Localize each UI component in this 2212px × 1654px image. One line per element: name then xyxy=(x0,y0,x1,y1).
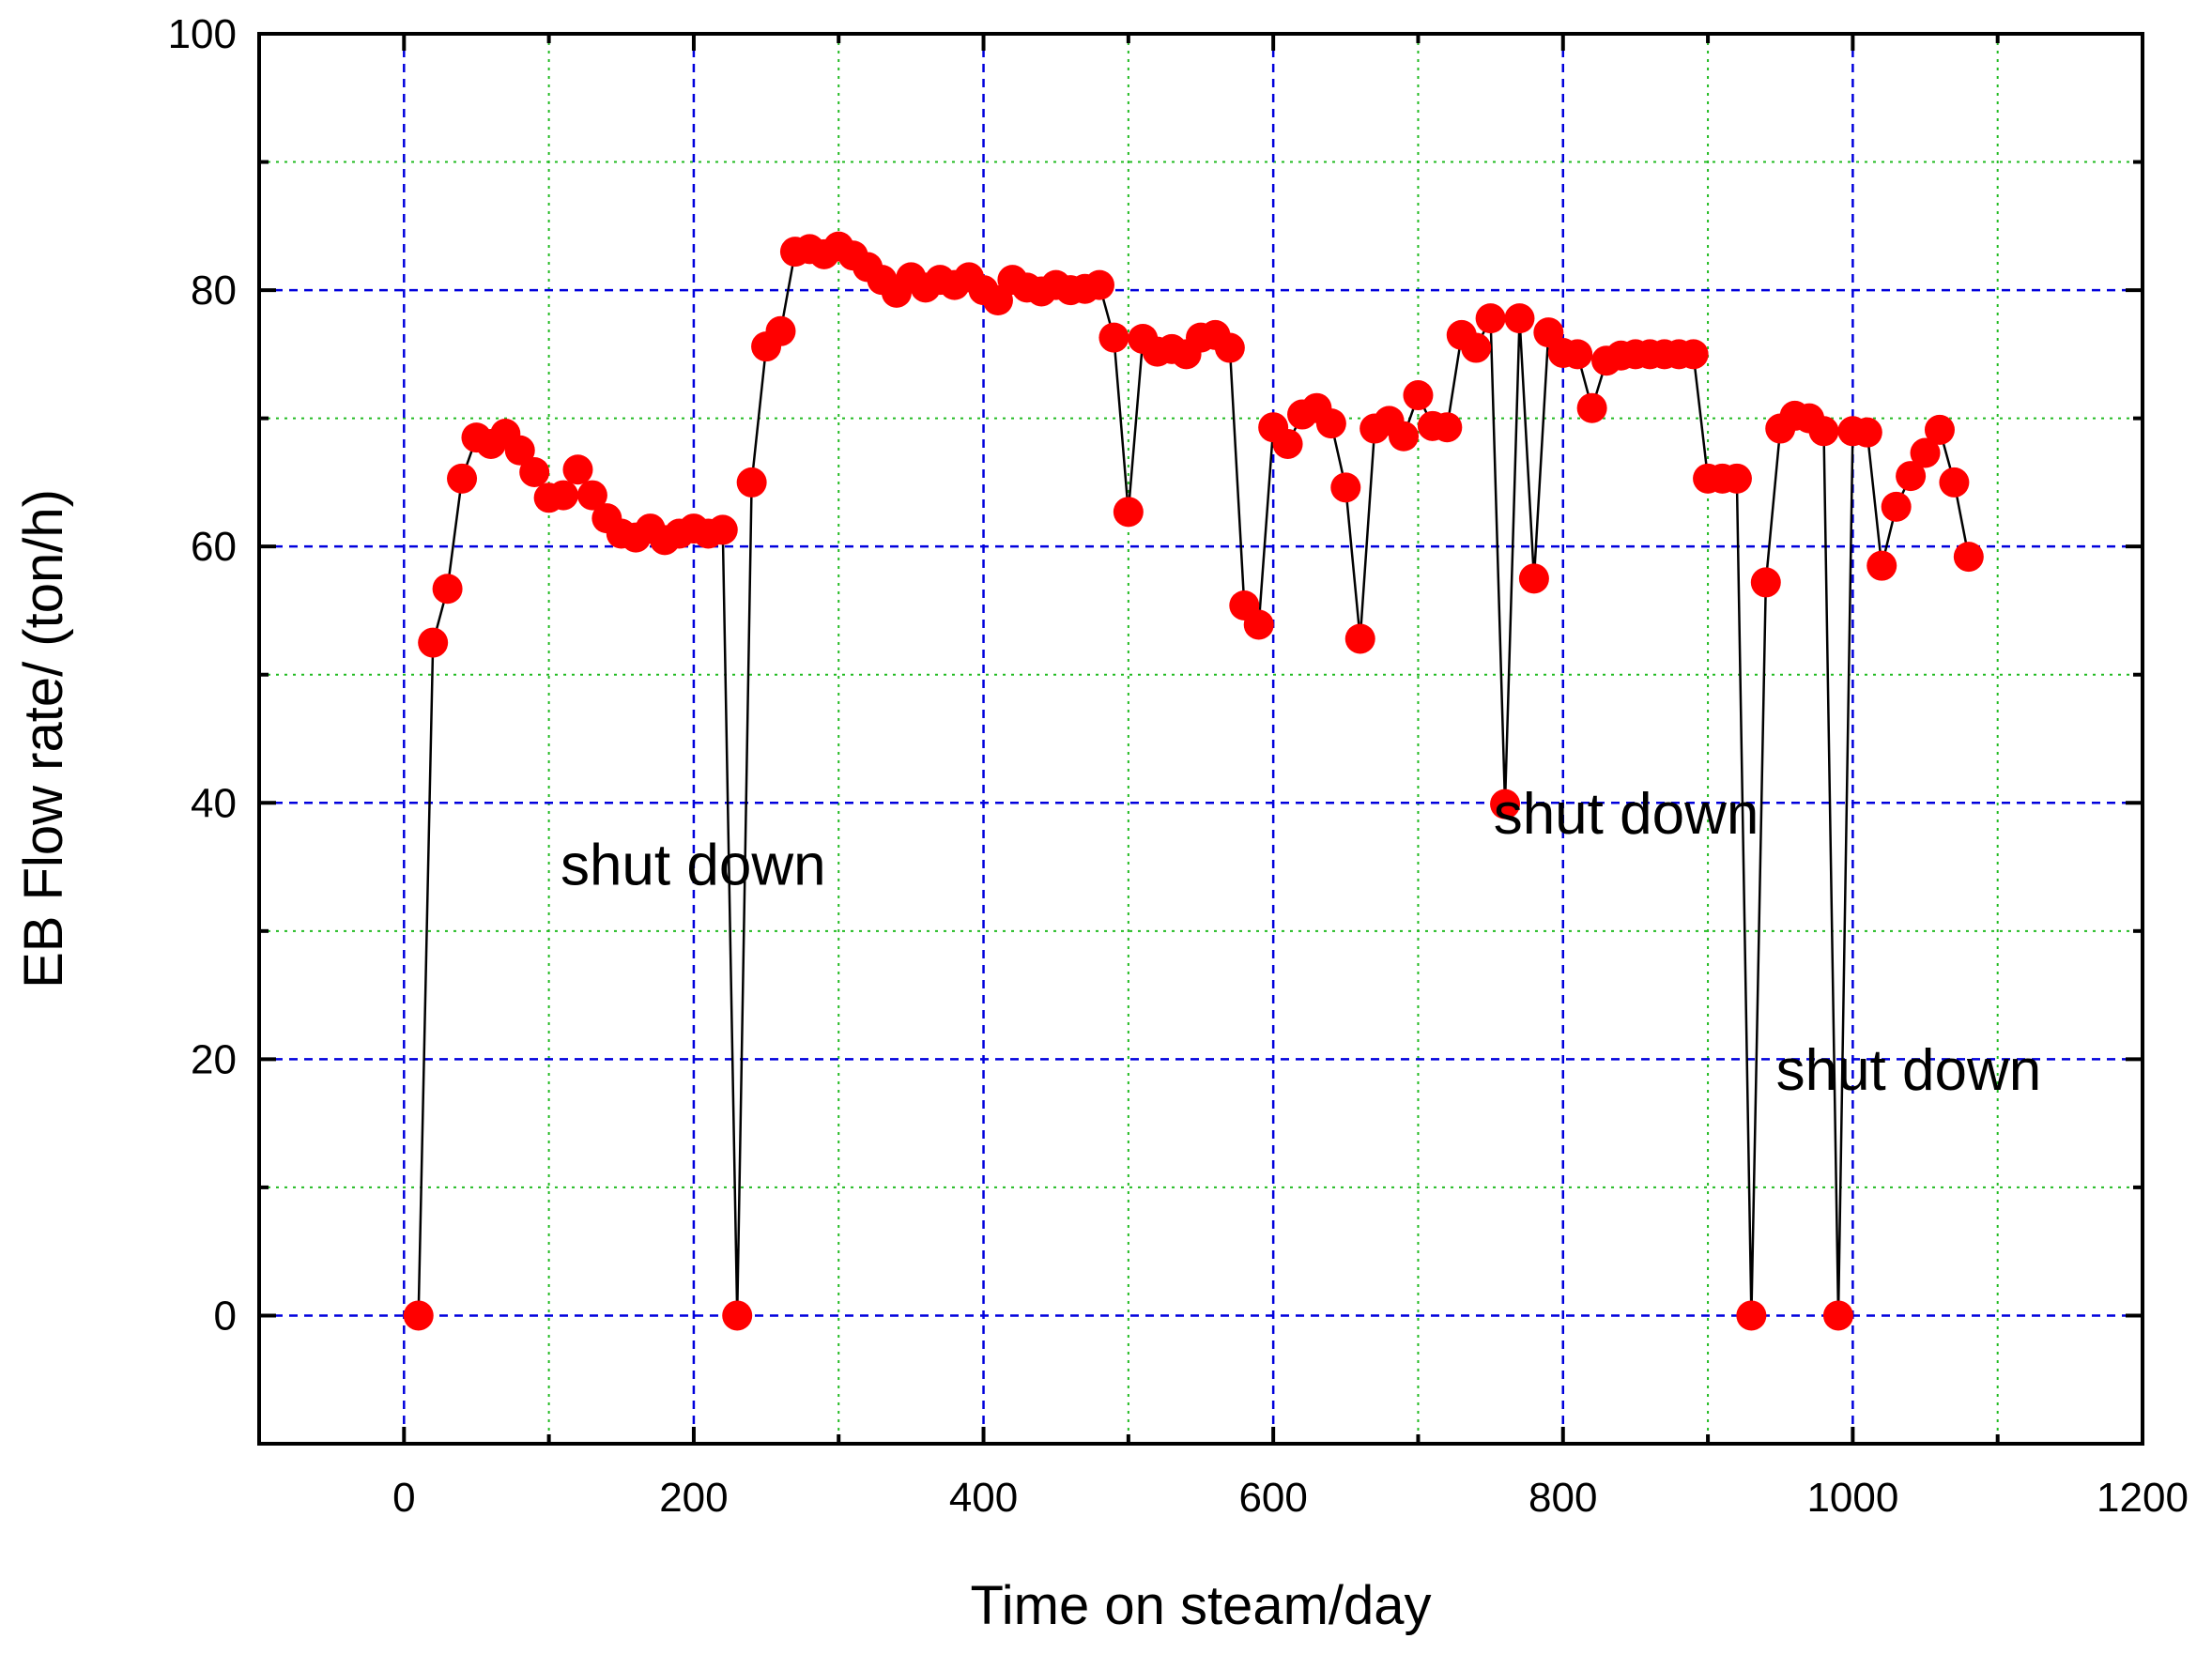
data-point xyxy=(1389,421,1420,452)
data-point xyxy=(1475,303,1506,334)
y-axis-title: EB Flow rate/ (ton/h) xyxy=(13,489,74,988)
data-point xyxy=(1721,463,1752,494)
plot-frame xyxy=(257,32,2144,1446)
data-point xyxy=(1083,269,1114,300)
major-grid xyxy=(259,34,2143,1444)
data-point xyxy=(1924,414,1955,445)
data-point xyxy=(1736,1300,1767,1331)
y-tick-label: 100 xyxy=(168,11,237,57)
annotation-shut-down: shut down xyxy=(561,834,826,898)
data-point xyxy=(1330,472,1361,503)
y-tick-label: 20 xyxy=(191,1036,237,1082)
x-tick-label: 0 xyxy=(392,1475,415,1521)
data-point xyxy=(722,1300,753,1331)
x-tick-label: 1000 xyxy=(1806,1475,1898,1521)
data-point xyxy=(1432,412,1463,443)
x-tick-labels: 0 200 400 600 800 1000 1200 xyxy=(392,1475,2189,1521)
data-point xyxy=(1822,1300,1853,1331)
axis-ticks xyxy=(257,32,2144,1444)
x-tick-label: 800 xyxy=(1528,1475,1597,1521)
data-point xyxy=(1896,461,1927,492)
data-point xyxy=(447,463,478,494)
data-point xyxy=(1315,408,1346,439)
annotations: shut down shut down shut down xyxy=(561,782,2041,1103)
data-point xyxy=(1562,339,1593,370)
data-point xyxy=(1113,497,1144,528)
y-tick-label: 0 xyxy=(214,1293,237,1339)
x-tick-label: 400 xyxy=(949,1475,1018,1521)
data-point xyxy=(1953,542,1984,573)
data-point xyxy=(1344,623,1375,654)
y-tick-label: 60 xyxy=(191,524,237,570)
x-tick-label: 200 xyxy=(659,1475,728,1521)
data-points xyxy=(403,231,1984,1331)
data-point xyxy=(1272,428,1303,459)
data-point xyxy=(576,480,607,511)
data-point xyxy=(1678,339,1709,370)
data-point xyxy=(1808,416,1839,447)
y-tick-labels: 0 20 40 60 80 100 xyxy=(168,11,237,1339)
data-point xyxy=(1243,609,1274,640)
x-tick-label: 600 xyxy=(1238,1475,1307,1521)
data-point xyxy=(1750,567,1781,598)
data-point xyxy=(765,315,796,346)
annotation-shut-down: shut down xyxy=(1776,1038,2042,1103)
annotation-shut-down: shut down xyxy=(1494,782,1759,847)
x-tick-label: 1200 xyxy=(2097,1475,2189,1521)
data-point xyxy=(548,480,579,511)
minor-grid xyxy=(259,34,2143,1444)
data-point xyxy=(403,1300,434,1331)
data-point xyxy=(707,514,738,545)
data-point xyxy=(519,456,550,487)
data-point xyxy=(1576,392,1607,423)
data-point xyxy=(1461,332,1492,363)
data-point xyxy=(1939,467,1970,498)
data-point xyxy=(1403,380,1434,411)
data-point xyxy=(1910,437,1941,468)
data-point xyxy=(432,574,463,605)
data-point xyxy=(562,454,593,485)
data-point xyxy=(504,435,535,466)
y-tick-label: 80 xyxy=(191,268,237,314)
data-point xyxy=(1098,322,1129,353)
data-point xyxy=(1851,417,1882,448)
y-tick-label: 40 xyxy=(191,780,237,826)
data-point xyxy=(1518,563,1549,594)
data-point xyxy=(1504,303,1535,334)
data-point xyxy=(1490,789,1521,819)
data-point xyxy=(1214,332,1245,363)
data-point xyxy=(418,627,449,658)
x-axis-title: Time on steam/day xyxy=(970,1575,1431,1636)
data-point xyxy=(1866,550,1897,581)
data-point xyxy=(1881,491,1912,522)
data-point xyxy=(736,467,767,498)
